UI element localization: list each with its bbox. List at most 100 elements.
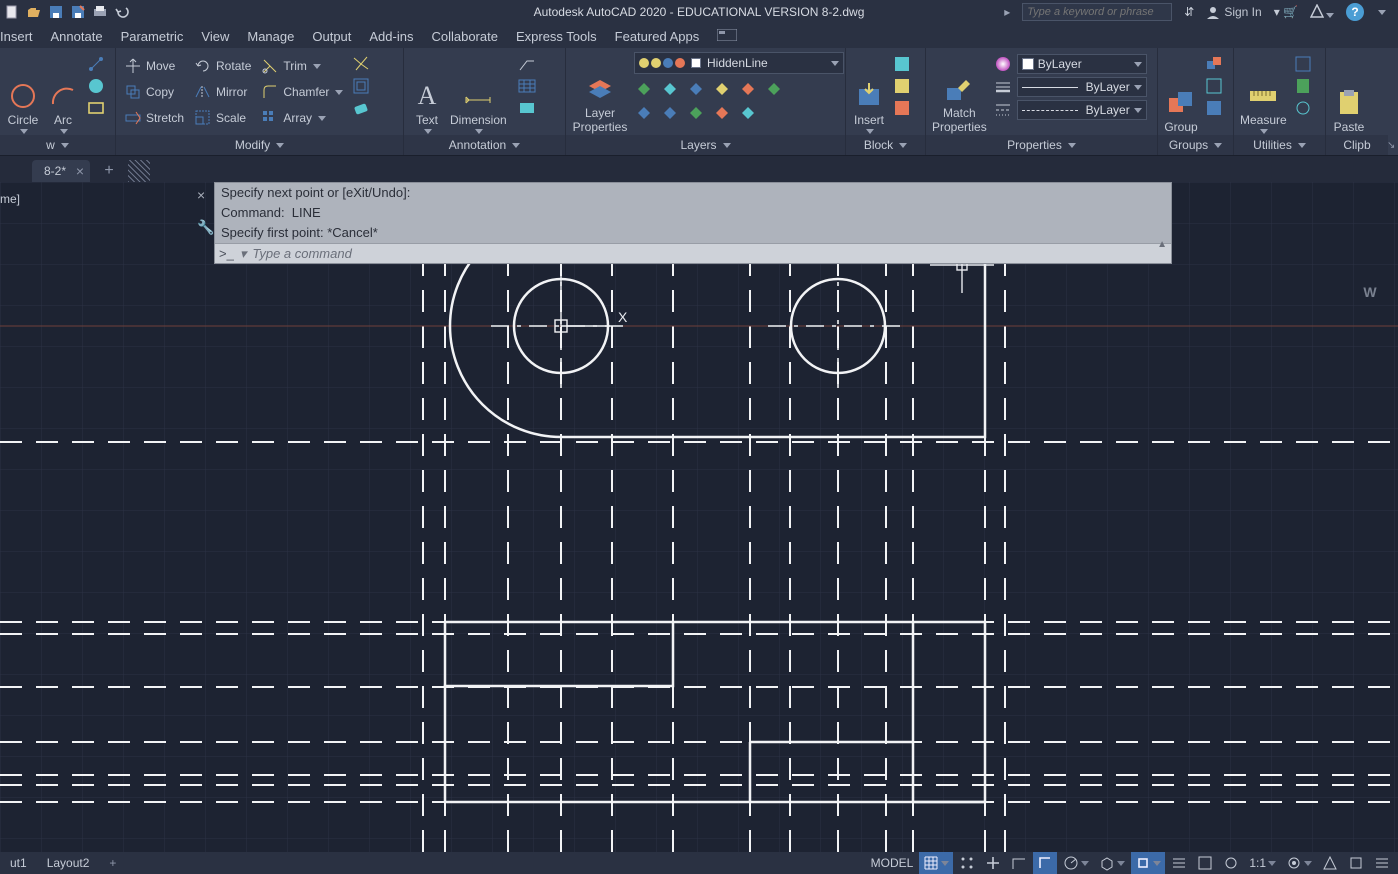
copy-button[interactable]: Copy — [122, 80, 186, 104]
block-edit-icon[interactable] — [892, 76, 912, 96]
layout-tab-2[interactable]: Layout2 — [37, 852, 100, 874]
color-wheel-icon[interactable] — [993, 54, 1013, 74]
status-custom-icon[interactable] — [1370, 852, 1394, 874]
add-tab-button[interactable]: + — [98, 160, 120, 182]
text-button[interactable]: A Text — [410, 52, 444, 134]
panel-clipboard-title[interactable]: Clipb — [1326, 135, 1388, 155]
status-annoscale-icon[interactable] — [1318, 852, 1342, 874]
insert-button[interactable]: Insert — [852, 52, 886, 134]
panel-utilities-title[interactable]: Utilities — [1234, 135, 1325, 155]
qat-open-icon[interactable] — [26, 4, 42, 20]
status-cycle-icon[interactable] — [1219, 852, 1243, 874]
dimension-button[interactable]: Dimension — [450, 52, 507, 134]
panel-layers-title[interactable]: Layers — [566, 135, 845, 155]
command-input[interactable]: >_ ▾ Type a command ▲ — [215, 243, 1171, 263]
paste-button[interactable]: Paste — [1332, 52, 1366, 134]
search-caret-icon[interactable]: ▸ — [1004, 5, 1010, 19]
array-button[interactable]: Array — [259, 106, 345, 130]
circle-button[interactable]: Circle — [6, 52, 40, 134]
layer-iso-icon[interactable] — [712, 78, 732, 98]
status-snap-icon[interactable] — [955, 852, 979, 874]
rect-icon[interactable] — [86, 98, 106, 118]
calc-icon[interactable] — [1293, 76, 1313, 96]
tab-featured[interactable]: Featured Apps — [615, 29, 700, 44]
status-dyn-icon[interactable] — [1007, 852, 1031, 874]
trim-button[interactable]: Trim — [259, 54, 345, 78]
group-button[interactable]: Group — [1164, 52, 1198, 134]
scale-button[interactable]: Scale — [192, 106, 253, 130]
qat-saveas-icon[interactable] — [70, 4, 86, 20]
lineweight-dropdown[interactable]: ByLayer — [1017, 77, 1147, 97]
app-store-icon[interactable]: ▾ 🛒 — [1274, 5, 1298, 19]
tab-manage[interactable]: Manage — [247, 29, 294, 44]
layer-walk-icon[interactable] — [686, 102, 706, 122]
panel-groups-title[interactable]: Groups — [1158, 135, 1233, 155]
file-tab-active[interactable]: 8-2* × — [32, 160, 90, 182]
qat-save-icon[interactable] — [48, 4, 64, 20]
match-properties-button[interactable]: Match Properties — [932, 52, 987, 134]
layout-add[interactable]: + — [99, 852, 126, 874]
table-icon[interactable] — [517, 76, 537, 96]
block-create-icon[interactable] — [892, 54, 912, 74]
panel-modify-title[interactable]: Modify — [116, 135, 403, 155]
mirror-button[interactable]: Mirror — [192, 80, 253, 104]
hatch-icon[interactable] — [86, 76, 106, 96]
layer-lock-icon[interactable] — [686, 78, 706, 98]
help-icon[interactable]: ? — [1346, 3, 1364, 21]
help-search-input[interactable] — [1022, 3, 1172, 21]
chamfer-button[interactable]: Chamfer — [259, 80, 345, 104]
tab-collaborate[interactable]: Collaborate — [431, 29, 498, 44]
group-edit-icon[interactable] — [1204, 76, 1224, 96]
ribbon-min-icon[interactable] — [717, 29, 737, 44]
tab-insert[interactable]: Insert — [0, 29, 33, 44]
panel-block-title[interactable]: Block — [846, 135, 925, 155]
layer-prev-icon[interactable] — [738, 78, 758, 98]
move-button[interactable]: Move — [122, 54, 186, 78]
polyline-icon[interactable] — [86, 54, 106, 74]
status-model[interactable]: MODEL — [867, 852, 918, 874]
tab-parametric[interactable]: Parametric — [121, 29, 184, 44]
status-polar-icon[interactable] — [1059, 852, 1093, 874]
linetype-icon[interactable] — [993, 100, 1013, 120]
measure-button[interactable]: Measure — [1240, 52, 1287, 134]
command-window[interactable]: × 🔧 Specify next point or [eXit/Undo]: C… — [214, 182, 1172, 264]
select-icon[interactable] — [1293, 54, 1313, 74]
tab-annotate[interactable]: Annotate — [51, 29, 103, 44]
status-grid-icon[interactable] — [919, 852, 953, 874]
group-sel-icon[interactable] — [1204, 98, 1224, 118]
offset-icon[interactable] — [351, 76, 371, 96]
leader-icon[interactable] — [517, 54, 537, 74]
tab-express[interactable]: Express Tools — [516, 29, 597, 44]
tab-output[interactable]: Output — [312, 29, 351, 44]
panel-properties-title[interactable]: Properties ↘ — [926, 135, 1157, 155]
status-gear-icon[interactable] — [1282, 852, 1316, 874]
lineweight-icon[interactable] — [993, 77, 1013, 97]
qat-undo-icon[interactable] — [114, 4, 130, 20]
erase-icon[interactable] — [351, 98, 371, 118]
rotate-button[interactable]: Rotate — [192, 54, 253, 78]
status-max-icon[interactable] — [1344, 852, 1368, 874]
linetype-dropdown[interactable]: ByLayer — [1017, 100, 1147, 120]
drawing-canvas[interactable]: me] — [0, 182, 1398, 852]
layer-properties-button[interactable]: Layer Properties — [572, 52, 628, 134]
status-plus-icon[interactable] — [981, 852, 1005, 874]
status-transp-icon[interactable] — [1193, 852, 1217, 874]
autodesk-icon[interactable] — [1310, 4, 1334, 21]
count-icon[interactable] — [1293, 98, 1313, 118]
explode-icon[interactable] — [351, 54, 371, 74]
exchange-icon[interactable]: ⇵ — [1184, 5, 1194, 19]
panel-annotation-title[interactable]: Annotation — [404, 135, 565, 155]
panel-draw-title[interactable]: w — [0, 135, 115, 155]
stretch-button[interactable]: Stretch — [122, 106, 186, 130]
status-ortho-icon[interactable] — [1033, 852, 1057, 874]
close-tab-icon[interactable]: × — [76, 163, 84, 179]
layer-state-icon[interactable] — [764, 78, 784, 98]
qat-plot-icon[interactable] — [92, 4, 108, 20]
status-scale[interactable]: 1:1 — [1245, 852, 1280, 874]
tab-addins[interactable]: Add-ins — [369, 29, 413, 44]
tab-grip-icon[interactable] — [128, 160, 150, 182]
layer-cur-icon[interactable] — [660, 102, 680, 122]
layer-off-icon[interactable] — [634, 78, 654, 98]
cmd-close-icon[interactable]: × — [197, 187, 205, 203]
ungroup-icon[interactable] — [1204, 54, 1224, 74]
